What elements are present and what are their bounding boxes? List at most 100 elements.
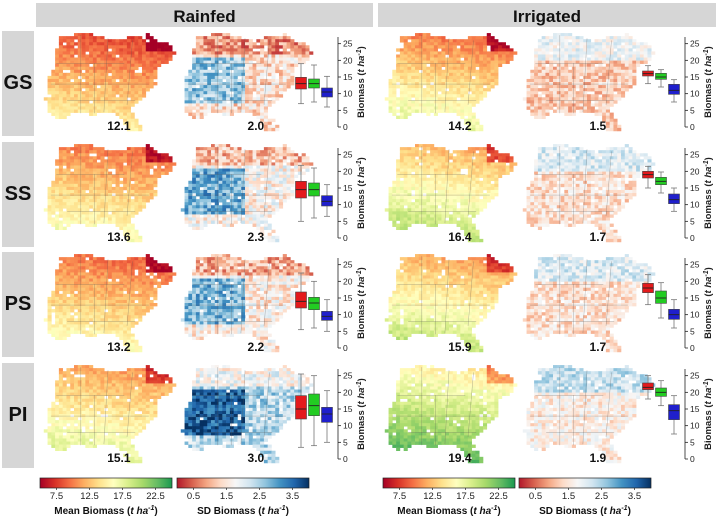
map-grid-cell: [104, 75, 109, 80]
map-grid-cell: [568, 57, 573, 61]
map-grid-cell: [248, 199, 253, 203]
map-grid-cell: [403, 156, 408, 160]
map-grid-cell: [226, 186, 231, 191]
map-grid-cell: [483, 66, 488, 71]
map-grid-cell: [138, 199, 143, 203]
map-grid-cell: [92, 72, 97, 77]
map-grid-cell: [271, 150, 276, 154]
map-grid-cell: [115, 165, 120, 169]
map-grid-cell: [594, 82, 599, 86]
map-grid-cell: [445, 171, 450, 175]
map-grid-cell: [422, 39, 427, 43]
map-grid-cell: [233, 165, 238, 169]
map-grid-cell: [415, 82, 420, 86]
map-grid-cell: [411, 91, 416, 95]
map-grid-cell: [222, 69, 227, 74]
map-grid-cell: [553, 72, 558, 77]
map-grid-cell: [160, 57, 165, 61]
map-grid-cell: [119, 220, 124, 224]
map-grid-cell: [184, 205, 189, 209]
map-grid-cell: [233, 177, 238, 182]
map-grid-cell: [119, 174, 124, 179]
map-grid-cell: [47, 217, 52, 221]
map-grid-cell: [305, 45, 310, 49]
map-grid-cell: [130, 177, 135, 182]
map-grid-cell: [301, 159, 306, 163]
map-grid-cell: [486, 177, 491, 182]
map-grid-cell: [490, 69, 495, 74]
map-grid-cell: [256, 183, 261, 188]
map-grid-cell: [138, 159, 143, 163]
map-grid-cell: [437, 202, 442, 206]
map-grid-cell: [74, 100, 79, 104]
map-grid-cell: [415, 91, 420, 95]
map-grid-cell: [575, 57, 580, 61]
map-grid-cell: [207, 177, 212, 182]
map-grid-cell: [396, 85, 401, 89]
map-grid-cell: [396, 211, 401, 215]
map-grid-cell: [445, 94, 450, 98]
map-grid-cell: [568, 82, 573, 86]
map-grid-cell: [479, 127, 484, 132]
map-grid-cell: [248, 51, 253, 55]
map-grid-cell: [248, 60, 253, 64]
map-grid-cell: [275, 124, 280, 129]
map-grid-cell: [624, 39, 629, 43]
map-grid-cell: [199, 196, 204, 200]
map-grid-cell: [553, 88, 558, 92]
map-grid-cell: [96, 196, 101, 200]
map-grid-cell: [58, 109, 63, 113]
map-grid-cell: [89, 82, 94, 86]
map-grid-cell: [541, 103, 546, 107]
map-grid-cell: [199, 63, 204, 68]
map-grid-cell: [126, 112, 131, 116]
map-grid-cell: [396, 115, 401, 120]
map-grid-cell: [96, 54, 101, 58]
map-grid-cell: [426, 156, 431, 160]
map-grid-cell: [85, 78, 90, 83]
map-grid-cell: [483, 147, 488, 151]
map-grid-cell: [418, 109, 423, 113]
map-grid-cell: [471, 42, 476, 46]
map-grid-cell: [123, 199, 128, 203]
map-grid-cell: [456, 78, 461, 83]
map-grid-cell: [100, 180, 105, 185]
map-grid-cell: [70, 57, 75, 61]
map-grid-cell: [115, 88, 120, 92]
column-header: Irrigated: [513, 7, 581, 26]
map-grid-cell: [77, 174, 82, 179]
map-grid-cell: [464, 165, 469, 169]
map-grid-cell: [449, 45, 454, 49]
map-grid-cell: [89, 106, 94, 110]
map-grid-cell: [85, 75, 90, 80]
map-grid-cell: [85, 153, 90, 157]
map-grid-cell: [199, 226, 204, 231]
map-grid-cell: [55, 88, 60, 92]
map-grid-cell: [96, 45, 101, 49]
map-grid-cell: [464, 189, 469, 194]
map-grid-cell: [494, 168, 499, 172]
map-grid-cell: [81, 150, 86, 154]
map-grid-cell: [211, 168, 216, 172]
map-grid-cell: [81, 33, 86, 37]
map-grid-cell: [192, 202, 197, 206]
map-grid-cell: [479, 63, 484, 68]
map-grid-cell: [62, 186, 67, 191]
map-grid-cell: [594, 39, 599, 43]
map-grid-cell: [267, 66, 272, 71]
map-grid-cell: [407, 100, 412, 104]
map-grid-cell: [433, 94, 438, 98]
map-grid-cell: [207, 147, 212, 151]
map-grid-cell: [609, 124, 614, 129]
map-grid-cell: [81, 42, 86, 46]
map-grid-cell: [286, 51, 291, 55]
map-grid-cell: [256, 150, 261, 154]
map-grid-cell: [545, 91, 550, 95]
map-grid-cell: [126, 220, 131, 224]
map-grid-cell: [445, 186, 450, 191]
map-grid-cell: [229, 174, 234, 179]
map-grid-cell: [260, 112, 265, 116]
map-grid-cell: [564, 51, 569, 55]
map-grid-cell: [282, 159, 287, 163]
map-grid-cell: [534, 85, 539, 89]
